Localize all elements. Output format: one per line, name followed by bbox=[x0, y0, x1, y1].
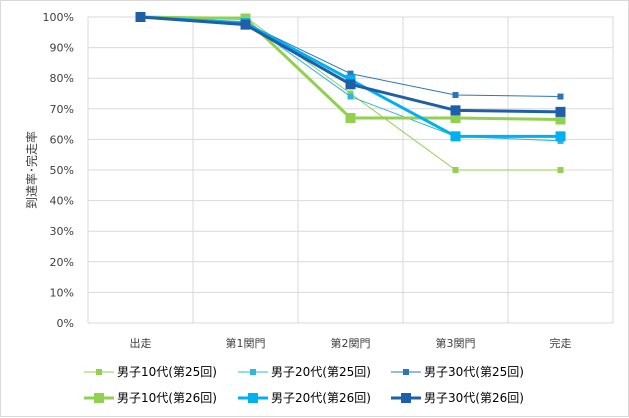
x-tick-label: 完走 bbox=[550, 336, 572, 350]
y-tick-label: 50% bbox=[50, 164, 74, 177]
y-axis-label: 到達率･完走率 bbox=[24, 131, 39, 209]
legend-item: 男子30代(第26回) bbox=[391, 391, 524, 405]
data-point bbox=[240, 19, 251, 30]
legend-item: 男子10代(第25回) bbox=[84, 365, 217, 379]
data-point bbox=[557, 167, 564, 173]
data-point bbox=[345, 112, 356, 123]
legend-swatch-marker bbox=[403, 369, 409, 375]
legend-label: 男子10代(第25回) bbox=[117, 365, 217, 379]
legend-item: 男子20代(第25回) bbox=[238, 365, 371, 379]
y-tick-label: 30% bbox=[50, 225, 74, 238]
data-point bbox=[450, 112, 461, 123]
legend-item: 男子20代(第26回) bbox=[238, 391, 371, 405]
data-point bbox=[555, 114, 566, 125]
legend-label: 男子20代(第25回) bbox=[271, 365, 371, 379]
data-point bbox=[555, 106, 566, 117]
data-point bbox=[452, 167, 459, 173]
y-tick-label: 20% bbox=[50, 256, 74, 269]
data-point bbox=[450, 105, 461, 116]
y-tick-label: 40% bbox=[50, 195, 74, 208]
data-point bbox=[135, 12, 146, 22]
series-1 bbox=[137, 14, 564, 173]
y-tick-label: 80% bbox=[50, 72, 74, 85]
data-point bbox=[347, 93, 354, 100]
data-point bbox=[450, 131, 461, 142]
series-6 bbox=[135, 12, 566, 117]
legend-item: 男子10代(第26回) bbox=[84, 391, 217, 405]
y-tick-label: 60% bbox=[50, 133, 74, 146]
legend-swatch-marker bbox=[94, 393, 104, 403]
legend-swatch-marker bbox=[250, 369, 256, 375]
legend-label: 男子20代(第26回) bbox=[271, 391, 371, 405]
y-tick-label: 100% bbox=[43, 11, 74, 24]
y-tick-label: 90% bbox=[50, 42, 74, 55]
data-point bbox=[347, 90, 354, 97]
x-tick-label: 第3関門 bbox=[436, 336, 476, 350]
data-point bbox=[557, 93, 564, 100]
x-tick-label: 出走 bbox=[130, 336, 152, 350]
data-point bbox=[347, 70, 354, 77]
legend-label: 男子10代(第26回) bbox=[117, 391, 217, 405]
y-tick-label: 10% bbox=[50, 286, 74, 299]
y-tick-label: 70% bbox=[50, 103, 74, 116]
data-point bbox=[345, 79, 356, 90]
legend-label: 男子30代(第26回) bbox=[424, 391, 524, 405]
x-tick-label: 第1関門 bbox=[226, 336, 266, 350]
x-axis-ticks: 出走 第1関門 第2関門 第3関門 完走 bbox=[130, 336, 572, 350]
legend-label: 男子30代(第25回) bbox=[424, 365, 524, 379]
data-point bbox=[555, 131, 566, 142]
x-tick-label: 第2関門 bbox=[331, 336, 371, 350]
legend-item: 男子30代(第25回) bbox=[391, 365, 524, 379]
series-line bbox=[140, 15, 561, 122]
y-tick-label: 0% bbox=[57, 317, 74, 330]
series-lines bbox=[135, 12, 566, 173]
data-point bbox=[452, 92, 459, 99]
legend-swatch-marker bbox=[96, 369, 102, 375]
legend: 男子10代(第25回) 男子20代(第25回) 男子30代(第25回) 男子10代(第… bbox=[84, 365, 524, 405]
y-axis-ticks: 0% 10% 20% 30% 40% 50% 60% 70% 80% 90% 100% bbox=[43, 11, 74, 330]
legend-swatch-marker bbox=[248, 393, 258, 403]
legend-swatch-marker bbox=[401, 393, 411, 403]
series-4 bbox=[135, 12, 566, 125]
